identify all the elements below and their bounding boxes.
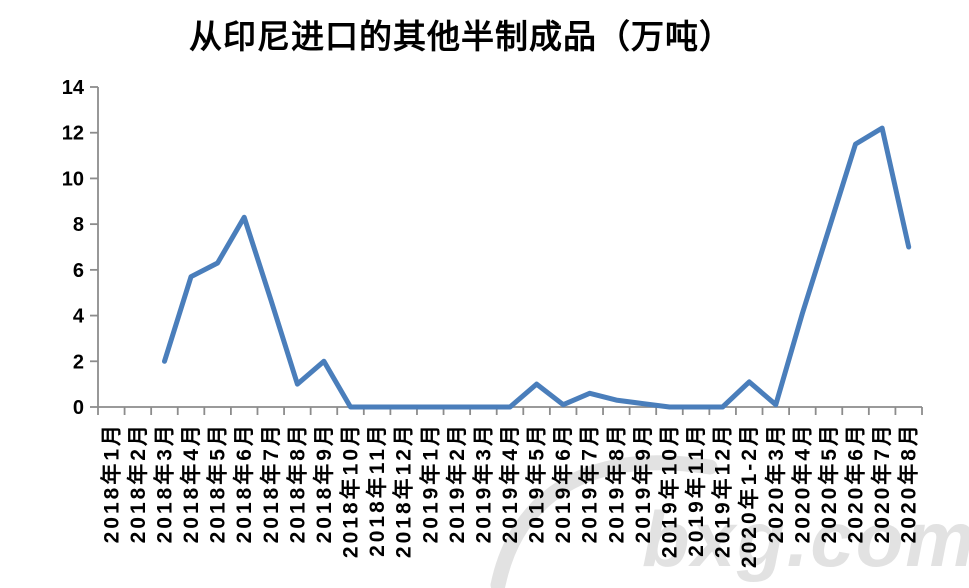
x-axis-label: 2020年4月: [790, 422, 814, 543]
x-axis-label: 2019年11月: [684, 422, 708, 557]
x-axis-label: 2018年4月: [179, 422, 203, 543]
x-axis-label: 2020年7月: [870, 422, 894, 543]
x-axis-label: 2019年12月: [711, 422, 735, 558]
x-axis-label: 2018年5月: [206, 422, 230, 543]
x-axis-label: 2019年7月: [578, 422, 602, 543]
x-axis-label: 2018年12月: [392, 422, 416, 558]
data-series-line: [162, 125, 912, 410]
x-axis-label: 2020年1-2月: [737, 422, 761, 568]
x-axis-label: 2018年7月: [259, 422, 283, 543]
x-axis-label: 2020年8月: [897, 422, 921, 543]
x-axis-label: 2018年8月: [285, 422, 309, 543]
x-axis-label: 2018年1月: [99, 422, 123, 543]
x-axis-label: 2019年8月: [604, 422, 628, 543]
x-axis-label: 2020年6月: [844, 422, 868, 543]
x-axis-label: 2018年2月: [126, 422, 150, 543]
x-axis-label: 2018年9月: [312, 422, 336, 543]
y-axis-label: 12: [62, 123, 84, 145]
x-axis-label: 2019年6月: [551, 422, 575, 543]
x-axis-label: 2018年6月: [232, 422, 256, 543]
chart-title: 从印尼进口的其他半制成品（万吨）: [189, 18, 733, 55]
x-axis-label: 2019年5月: [525, 422, 549, 543]
y-axis-label: 14: [62, 77, 85, 99]
x-axis-label: 2019年3月: [471, 422, 495, 543]
x-axis-label: 2019年2月: [445, 422, 469, 543]
x-axis-label: 2019年1月: [418, 422, 442, 543]
y-axis-label: 10: [62, 168, 84, 190]
x-axis-label: 2020年5月: [817, 422, 841, 543]
x-axis-label: 2020年3月: [764, 422, 788, 543]
y-axis-label: 2: [73, 351, 84, 373]
y-axis-label: 8: [73, 214, 84, 236]
y-axis-label: 0: [73, 397, 84, 419]
x-axis-label: 2019年4月: [498, 422, 522, 543]
x-axis-label: 2018年11月: [365, 422, 389, 557]
y-axis-label: 6: [73, 260, 84, 282]
y-axis-label: 4: [73, 306, 85, 328]
x-axis-label: 2019年9月: [631, 422, 655, 543]
x-axis-label: 2018年3月: [152, 422, 176, 543]
x-axis-label: 2018年10月: [339, 422, 363, 558]
x-axis-label: 2019年10月: [657, 422, 681, 558]
